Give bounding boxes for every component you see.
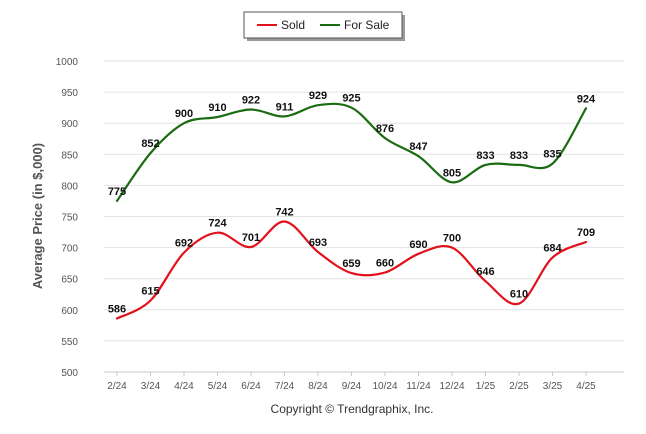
x-tick-label: 6/24 [241, 381, 261, 392]
data-label-for-sale: 929 [309, 90, 327, 102]
data-label-sold: 660 [376, 257, 394, 269]
data-label-sold: 709 [577, 227, 595, 239]
data-label-for-sale: 833 [476, 150, 494, 162]
legend-label-for-sale: For Sale [344, 18, 390, 32]
data-label-for-sale: 847 [409, 141, 427, 153]
y-tick-label: 850 [61, 150, 78, 161]
y-tick-label: 950 [61, 88, 78, 99]
y-tick-label: 900 [61, 119, 78, 130]
legend: Sold For Sale [243, 11, 405, 41]
data-label-for-sale: 805 [443, 167, 461, 179]
x-tick-label: 4/24 [174, 381, 194, 392]
x-tick-label: 5/24 [208, 381, 228, 392]
data-label-for-sale: 924 [577, 93, 596, 105]
legend-label-sold: Sold [281, 18, 305, 32]
x-tick-label: 10/24 [372, 381, 397, 392]
data-label-for-sale: 925 [342, 93, 360, 105]
data-label-sold: 700 [443, 233, 461, 245]
x-tick-label: 3/25 [543, 381, 563, 392]
y-axis-title: Average Price (in $,000) [30, 143, 45, 289]
data-labels: 586 615 692 724 701 742 693 659 660 690 700 646 610 6… [108, 90, 596, 315]
data-label-sold: 659 [342, 258, 360, 270]
y-tick-label: 500 [61, 368, 78, 379]
y-tick-label: 750 [61, 213, 78, 224]
x-tick-label: 12/24 [439, 381, 464, 392]
data-label-for-sale: 922 [242, 95, 260, 107]
x-tick-label: 2/24 [107, 381, 127, 392]
data-label-sold: 742 [275, 206, 293, 218]
x-tick-label: 8/24 [308, 381, 328, 392]
data-label-sold: 701 [242, 232, 260, 244]
series-lines [115, 102, 588, 320]
data-label-sold: 690 [409, 239, 427, 251]
data-label-for-sale: 852 [141, 138, 159, 150]
data-label-for-sale: 911 [276, 101, 294, 113]
y-tick-label: 600 [61, 306, 78, 317]
y-axis-ticks: 500 550 600 650 700 750 800 850 900 950 1000 [56, 57, 79, 379]
series-line-sold [115, 220, 588, 320]
x-tick-label: 2/25 [509, 381, 529, 392]
data-label-for-sale: 835 [543, 149, 561, 161]
y-tick-label: 800 [61, 181, 78, 192]
data-label-for-sale: 833 [510, 150, 528, 162]
x-tick-label: 7/24 [275, 381, 295, 392]
data-label-sold: 724 [208, 218, 227, 230]
y-tick-label: 700 [61, 244, 78, 255]
x-tick-label: 3/24 [141, 381, 161, 392]
data-label-sold: 586 [108, 304, 126, 316]
data-label-for-sale: 900 [175, 108, 193, 120]
y-tick-label: 650 [61, 275, 78, 286]
series-line-for-sale [115, 102, 588, 202]
data-label-sold: 693 [309, 237, 327, 249]
data-label-sold: 684 [543, 243, 562, 255]
data-label-sold: 692 [175, 238, 193, 250]
y-tick-label: 550 [61, 337, 78, 348]
x-tick-label: 1/25 [476, 381, 496, 392]
data-label-for-sale: 775 [108, 186, 126, 198]
data-label-sold: 610 [510, 289, 528, 301]
x-axis-ticks: 2/24 3/24 4/24 5/24 6/24 7/24 8/24 9/24 10/24 11/… [107, 372, 596, 392]
x-tick-label: 11/24 [406, 381, 431, 392]
data-label-sold: 615 [141, 285, 159, 297]
data-label-for-sale: 876 [376, 123, 394, 135]
y-tick-label: 1000 [56, 57, 79, 68]
data-label-for-sale: 910 [208, 102, 226, 114]
copyright-text: Copyright © Trendgraphix, Inc. [271, 402, 434, 416]
data-label-sold: 646 [476, 266, 494, 278]
x-tick-label: 9/24 [342, 381, 362, 392]
x-tick-label: 4/25 [576, 381, 596, 392]
